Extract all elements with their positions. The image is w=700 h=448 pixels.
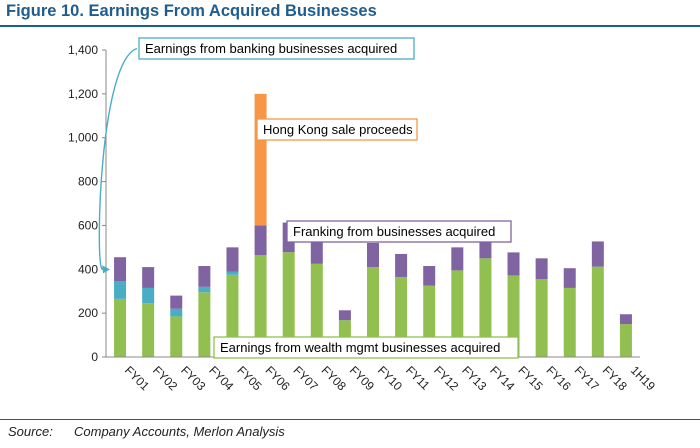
figure-title: Figure 10. Earnings From Acquired Busine… <box>6 2 377 20</box>
bottom-rule <box>0 419 700 420</box>
x-tick-label: FY06 <box>262 363 292 393</box>
x-tick-label: FY13 <box>459 363 489 393</box>
bar-segment-banking <box>114 281 127 299</box>
bar-segment-wealth <box>479 258 492 357</box>
bar-segment-franking <box>479 239 492 259</box>
bar-segment-banking <box>198 286 211 293</box>
y-tick-label: 400 <box>78 262 98 276</box>
bar-segment-wealth <box>367 267 379 357</box>
bar-segment-wealth <box>254 255 267 357</box>
bar-segment-franking <box>170 295 183 309</box>
bar-segment-franking <box>423 265 436 286</box>
y-tick-label: 600 <box>78 218 98 232</box>
annotation-label-franking: Franking from businesses acquired <box>293 224 495 239</box>
x-tick-label: FY16 <box>544 363 574 393</box>
annotation-box-banking <box>138 37 415 60</box>
bar-segment-banking <box>170 308 183 317</box>
bar-segment-franking <box>114 257 127 282</box>
bar-segment-franking <box>535 258 548 280</box>
x-tick-label: FY10 <box>375 363 405 393</box>
x-tick-label: FY05 <box>234 363 264 393</box>
x-tick-label: FY18 <box>600 363 630 393</box>
bar-segment-franking <box>619 314 632 325</box>
bar-segment-wealth <box>619 324 632 357</box>
y-tick-label: 200 <box>78 306 98 320</box>
x-tick-label: FY14 <box>487 363 517 393</box>
bar-segment-franking <box>310 239 323 264</box>
bar-segment-banking <box>142 287 155 304</box>
bar-segment-franking <box>367 242 379 268</box>
x-tick-label: FY04 <box>206 363 236 393</box>
bar-segment-wealth <box>114 298 127 357</box>
annotation-label-wealth: Earnings from wealth mgmt businesses acq… <box>220 340 500 355</box>
x-tick-label: FY11 <box>403 363 433 393</box>
annotation-box-hongkong <box>256 118 418 141</box>
plot-area: 0 200 400 600 800 1,000 1,200 1,400 FY01FY02FY03… <box>68 37 658 394</box>
y-tick-label: 1,000 <box>68 131 98 145</box>
bar-segment-banking <box>226 271 239 275</box>
x-tick-label: FY15 <box>515 363 545 393</box>
bar-segment-wealth <box>198 292 211 357</box>
bar-segment-franking <box>507 252 520 276</box>
title-rule <box>0 25 700 27</box>
annotation-arrowhead-banking <box>102 265 111 274</box>
bar-segment-franking <box>198 265 211 287</box>
bar-segment-wealth <box>451 270 464 357</box>
y-tick-label: 1,200 <box>68 87 98 101</box>
bar-segment-franking <box>254 225 267 256</box>
annotation-box-wealth <box>213 336 519 359</box>
y-tick-label: 1,400 <box>68 43 98 57</box>
bar-segment-wealth <box>535 279 548 357</box>
annotation-label-hongkong: Hong Kong sale proceeds <box>263 122 413 137</box>
annotation-label-banking: Earnings from banking businesses acquire… <box>145 41 397 56</box>
bar-segment-franking <box>563 268 576 288</box>
bar-segment-franking <box>591 241 604 267</box>
bar-segment-franking <box>395 253 408 277</box>
x-tick-label: FY03 <box>178 363 208 393</box>
x-tick-label: 1H19 <box>628 363 658 393</box>
bar-segment-wealth <box>142 303 155 357</box>
x-tick-label: FY12 <box>431 363 461 393</box>
source-note: Source: Company Accounts, Merlon Analysis <box>8 424 285 439</box>
x-tick-label: FY07 <box>291 363 321 393</box>
bar-segment-franking <box>142 267 155 288</box>
x-tick-label: FY02 <box>150 363 180 393</box>
bar-segment-franking <box>451 247 464 271</box>
bar-segment-franking <box>338 310 351 321</box>
bar-segment-wealth <box>591 266 604 357</box>
source-text: Company Accounts, Merlon Analysis <box>74 424 285 439</box>
annotation-box-franking <box>286 220 512 243</box>
bar-segment-hongkong <box>254 93 267 226</box>
annotation-arrow-banking <box>98 47 138 270</box>
source-label: Source: <box>8 424 53 439</box>
x-tick-label: FY08 <box>319 363 349 393</box>
bar-segment-wealth <box>310 263 323 357</box>
x-tick-label: FY01 <box>122 363 152 393</box>
bar-segment-franking <box>226 247 239 272</box>
bar-segment-wealth <box>282 252 295 357</box>
earnings-chart: 0 200 400 600 800 1,000 1,200 1,400 FY01FY02FY03… <box>68 37 658 394</box>
y-tick-label: 0 <box>91 350 98 364</box>
x-tick-label: FY09 <box>347 363 377 393</box>
bar-segment-wealth <box>170 316 183 357</box>
bar-segment-wealth <box>563 287 576 357</box>
y-tick-label: 800 <box>78 175 98 189</box>
x-tick-label: FY17 <box>572 363 602 393</box>
